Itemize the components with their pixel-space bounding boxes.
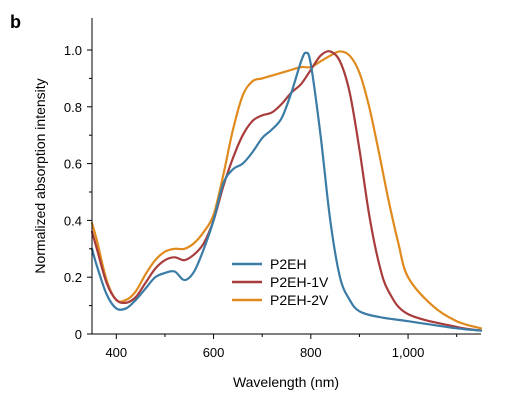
y-ticks: 0 0.2 0.4 0.6 0.8 1.0	[64, 43, 92, 342]
x-tick-label: 1,000	[392, 345, 425, 360]
legend-label: P2EH-1V	[270, 274, 329, 290]
y-tick-label: 0.8	[64, 100, 82, 115]
legend-label: P2EH	[270, 256, 307, 272]
y-axis-title: Normalized absorption intensity	[32, 78, 48, 273]
series-line-p2eh	[90, 51, 483, 332]
x-ticks: 400 600 800 1,000	[105, 334, 458, 360]
y-tick-label: 0.6	[64, 157, 82, 172]
x-axis-title: Wavelength (nm)	[233, 374, 339, 390]
x-tick-label: 800	[300, 345, 322, 360]
panel-label: b	[10, 12, 21, 32]
plot-series	[90, 50, 483, 332]
series-line-p2eh-1v	[90, 50, 483, 332]
y-tick-label: 0	[75, 327, 82, 342]
series-line-p2eh-2v	[90, 50, 483, 330]
x-tick-label: 400	[105, 345, 127, 360]
x-tick-label: 600	[203, 345, 225, 360]
legend: P2EH P2EH-1V P2EH-2V	[232, 256, 329, 308]
y-tick-label: 0.4	[64, 213, 82, 228]
y-tick-label: 1.0	[64, 43, 82, 58]
legend-label: P2EH-2V	[270, 292, 329, 308]
y-tick-label: 0.2	[64, 270, 82, 285]
